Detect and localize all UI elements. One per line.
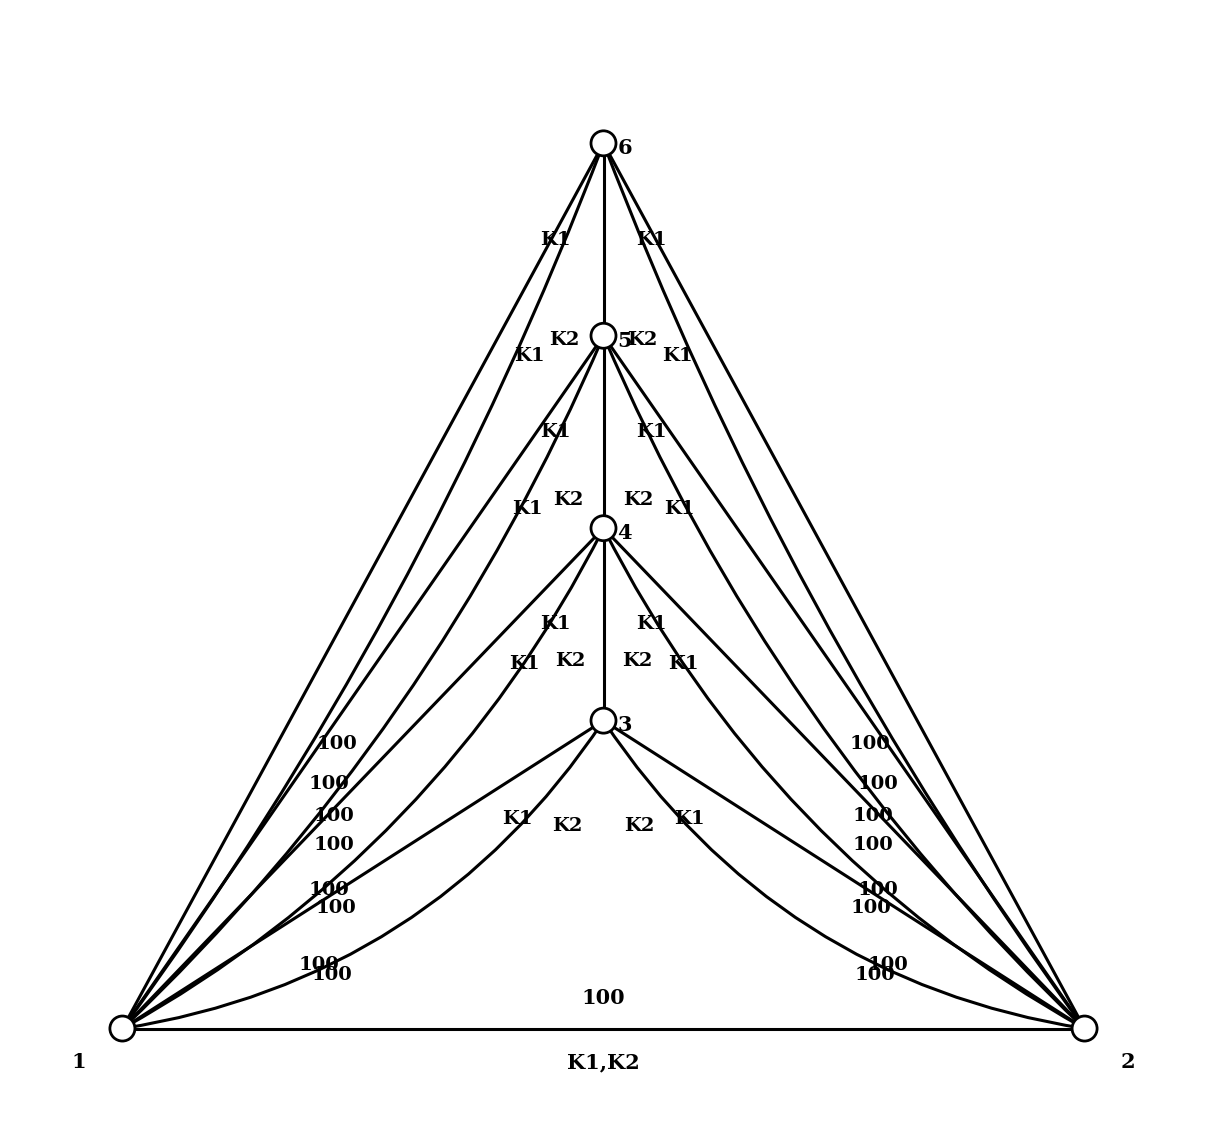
Text: 100: 100 xyxy=(851,900,892,918)
Circle shape xyxy=(591,323,616,349)
Text: K2: K2 xyxy=(624,816,655,834)
Text: 100: 100 xyxy=(868,957,908,974)
Text: 100: 100 xyxy=(317,735,357,753)
Text: K1: K1 xyxy=(636,231,667,248)
Circle shape xyxy=(591,709,616,733)
Text: K1: K1 xyxy=(636,423,667,441)
Text: K1: K1 xyxy=(514,346,546,365)
Text: K2: K2 xyxy=(622,653,652,670)
Text: K2: K2 xyxy=(555,653,585,670)
Text: 100: 100 xyxy=(314,807,355,825)
Text: 100: 100 xyxy=(850,735,890,753)
Text: 1: 1 xyxy=(71,1053,87,1072)
Text: 100: 100 xyxy=(582,988,625,1008)
Text: 100: 100 xyxy=(855,966,894,984)
Text: 4: 4 xyxy=(617,523,632,543)
Circle shape xyxy=(1072,1016,1097,1041)
Circle shape xyxy=(591,130,616,155)
Text: K2: K2 xyxy=(623,490,654,509)
Text: K1: K1 xyxy=(664,499,694,518)
Text: K1,K2: K1,K2 xyxy=(567,1053,640,1072)
Text: K1: K1 xyxy=(661,346,693,365)
Text: 100: 100 xyxy=(857,775,898,793)
Text: K1: K1 xyxy=(540,423,571,441)
Text: 100: 100 xyxy=(852,807,893,825)
Text: 100: 100 xyxy=(313,966,352,984)
Text: 100: 100 xyxy=(315,900,356,918)
Text: K1: K1 xyxy=(675,810,705,829)
Text: K1: K1 xyxy=(540,615,571,633)
Text: K2: K2 xyxy=(628,331,658,350)
Text: 2: 2 xyxy=(1120,1053,1136,1072)
Text: K2: K2 xyxy=(552,816,583,834)
Text: K2: K2 xyxy=(549,331,579,350)
Text: 100: 100 xyxy=(299,957,339,974)
Text: K1: K1 xyxy=(502,810,532,829)
Text: K1: K1 xyxy=(667,655,699,672)
Text: K1: K1 xyxy=(513,499,543,518)
Text: 6: 6 xyxy=(617,138,632,158)
Text: 5: 5 xyxy=(617,330,632,351)
Text: K1: K1 xyxy=(540,231,571,248)
Text: K2: K2 xyxy=(553,490,584,509)
Text: K1: K1 xyxy=(508,655,540,672)
Text: K1: K1 xyxy=(636,615,667,633)
Text: 3: 3 xyxy=(618,716,632,735)
Text: 100: 100 xyxy=(858,881,898,900)
Text: 100: 100 xyxy=(309,881,349,900)
Circle shape xyxy=(110,1016,135,1041)
Text: 100: 100 xyxy=(314,836,355,854)
Text: 100: 100 xyxy=(852,836,893,854)
Circle shape xyxy=(591,515,616,541)
Text: 100: 100 xyxy=(309,775,350,793)
